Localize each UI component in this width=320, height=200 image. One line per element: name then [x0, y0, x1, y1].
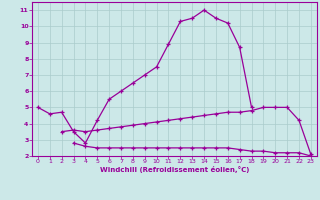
X-axis label: Windchill (Refroidissement éolien,°C): Windchill (Refroidissement éolien,°C) — [100, 166, 249, 173]
